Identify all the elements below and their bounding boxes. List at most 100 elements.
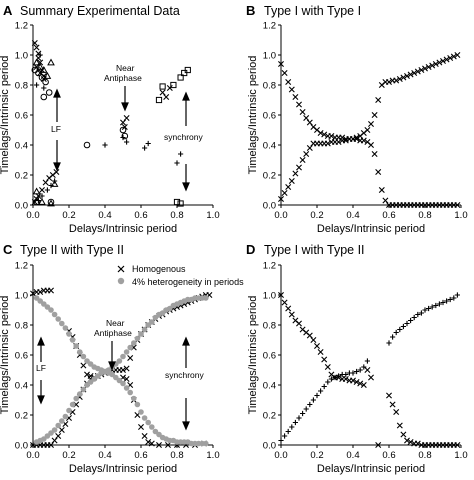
panel-b-series-0-point (281, 190, 288, 196)
panel-a-series-0-point (37, 59, 44, 66)
panel-d-series-1-point (292, 419, 298, 426)
panel-b-series-1-point (285, 79, 292, 85)
panel-b-series-1-point (317, 130, 324, 136)
panel-c-series-1-point (66, 407, 72, 414)
panel-d-series-1-point (415, 311, 421, 318)
panel-a-series-0-point (33, 44, 40, 51)
panel-a-series-1-point (34, 82, 40, 88)
panel-d-series-0-point (317, 349, 324, 355)
panel-a-y-axis-label: Timelags/Intrinsic period (0, 56, 11, 175)
panel-d-series-0-point (288, 311, 295, 318)
panel-a-series-1-point (35, 197, 41, 204)
panel-b-series-0-point (292, 170, 299, 177)
panel-d-series-1-point (418, 310, 424, 316)
panel-b-series-0-point (375, 97, 382, 103)
panel-c-series-1-point (138, 331, 144, 337)
panel-a-series-1-point (39, 193, 45, 199)
panel-a-xtick-label: 1.0 (206, 210, 219, 221)
panel-b-series-1-point (288, 86, 295, 93)
panel-b-xtick-label: 0.0 (274, 210, 287, 221)
panel-b-series-1-point (454, 202, 461, 208)
arrow-c-lf-down-head (37, 395, 45, 405)
legend-marker-homogenous (117, 265, 125, 273)
panel-a-xtick-label: 0.6 (134, 210, 147, 221)
panel-c-xtick-label: 1.0 (206, 450, 219, 461)
panel-c-series-1-point (131, 340, 137, 346)
panel-b-series-1-point (278, 61, 284, 67)
panel-c: C Type II with Type II 0.0 0.2 0.4 0.6 0.8 1.… (0, 242, 244, 475)
panel-a-series-3-point (38, 74, 46, 81)
panel-a-series-1-point (41, 85, 47, 91)
panel-d-axes (280, 265, 461, 446)
panel-c-series-0-point (120, 367, 126, 373)
panel-c-series-0-point (48, 287, 54, 294)
panel-b-title: Type I with Type I (264, 4, 361, 18)
panel-c-series-0-point (30, 290, 36, 297)
panel-d-series-0-point (321, 356, 328, 363)
panel-a-series-0-point (123, 115, 130, 121)
panel-c-series-0-point (80, 362, 87, 369)
panel-a-series-3-point (40, 93, 48, 101)
panel-b-ytick-label: 1.2 (263, 21, 276, 32)
panel-c-xtick-label: 0.6 (134, 450, 147, 461)
panel-c-series-1-point (48, 307, 54, 313)
panel-b-series-0-point (422, 65, 428, 72)
panel-d-series-1-point (296, 415, 302, 421)
panel-a-series-2-point (38, 197, 46, 205)
panel-b-series-0-point (454, 52, 461, 58)
panel-b-letter: B (246, 3, 255, 18)
panel-d-series-1-point (390, 334, 396, 340)
panel-b-series-1-point (360, 137, 367, 144)
panel-a-series-0-point (121, 124, 128, 130)
panel-a-series-0-point (31, 40, 38, 46)
panel-a-title: Summary Experimental Data (20, 4, 180, 18)
panel-b-series-0-point (386, 79, 392, 85)
panel-a-series-2-point (47, 58, 55, 66)
panel-d-series-0-point (310, 337, 317, 343)
panel-b-series-0-point (393, 77, 400, 84)
panel-d: D Type I with Type II 0.0 0.2 0.4 0.6 0.8 1.0… (246, 242, 468, 475)
panel-b-series-1-point (328, 133, 335, 139)
panel-b-series-1-point (368, 142, 374, 148)
panel-c-series-1-point (77, 391, 83, 397)
panel-a-xtick-label: 0.4 (98, 210, 111, 221)
panel-d-series-1-point (357, 367, 363, 373)
panel-a-series-3-point (47, 198, 55, 206)
panel-a-series-1-point (142, 145, 148, 151)
panel-b-series-1-point (371, 151, 378, 157)
panel-c-plot: 0.0 0.2 0.4 0.6 0.8 1.0 0.0 0.2 0.4 0.6 0.8 1.0 1.2 D… (0, 261, 220, 476)
panel-a-series-0-point (120, 119, 126, 126)
panel-a-ytick-label: 0.6 (15, 111, 28, 122)
panel-d-ytick-label: 0.8 (263, 321, 276, 332)
panel-c-series-1-point (69, 337, 76, 343)
panel-c-series-1-point (138, 409, 144, 415)
panel-a-ytick-label: 0.2 (15, 171, 28, 182)
panel-a-series-3-point (45, 89, 53, 96)
panel-c-ytick-label: 0.8 (15, 321, 28, 332)
panel-c-letter: C (3, 242, 13, 257)
panel-a-series-4-point (177, 74, 184, 81)
panel-d-series-1-point (404, 320, 410, 327)
panel-d-series-1-point (336, 373, 342, 379)
panel-d-series-1-point (307, 401, 313, 408)
panel-a-series-1-point (37, 52, 43, 58)
panel-a-series-0-point (53, 169, 60, 175)
panel-b-series-0-point (418, 67, 425, 73)
panel-a-plot: 0.0 0.2 0.4 0.6 0.8 1.0 0.0 0.2 0.4 0.6 0.8 1.0 1.2 D… (0, 21, 220, 236)
panel-d-series-1-point (454, 292, 460, 298)
panel-b-ytick-label: 0.2 (263, 171, 276, 182)
panel-a-series-0-point (39, 187, 45, 193)
panel-d-ytick-label: 1.2 (263, 261, 276, 272)
panel-d-series-1-point (422, 307, 428, 313)
panel-d-xtick-label: 0.6 (382, 450, 395, 461)
panel-c-series-1-point (127, 389, 133, 396)
panel-a-series-4-point (159, 83, 166, 90)
panel-c-xtick-label: 0.4 (98, 450, 111, 461)
panel-b-series-1-point (296, 101, 302, 108)
panel-c-series-1-point (134, 335, 141, 342)
panel-b-series-0-point (447, 55, 454, 61)
panel-d-series-0-point (306, 332, 313, 339)
panel-c-series-1-point (116, 358, 123, 364)
panel-c-series-1-point (145, 419, 151, 426)
